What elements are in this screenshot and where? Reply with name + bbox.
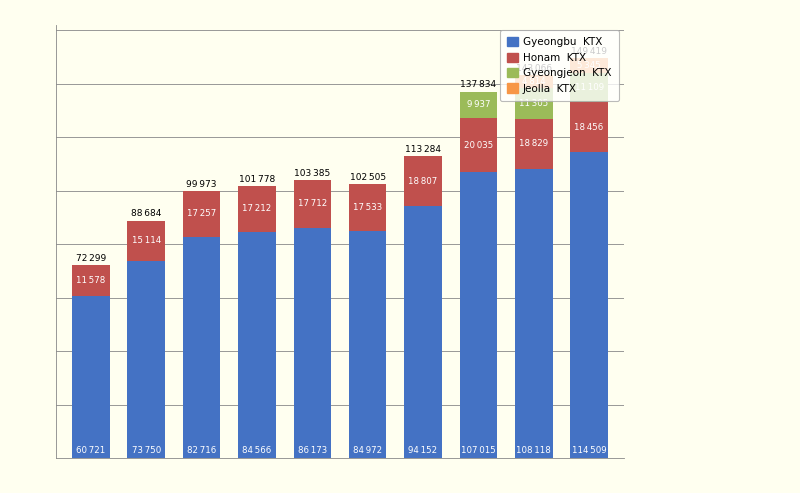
Bar (404, 207, 442, 458)
Bar (127, 220, 165, 261)
Text: 86 173: 86 173 (298, 446, 327, 455)
Text: 9 937: 9 937 (466, 101, 490, 109)
Text: 113 284: 113 284 (405, 145, 441, 154)
Text: 84 566: 84 566 (242, 446, 271, 455)
Bar (182, 237, 221, 458)
Bar (238, 186, 276, 232)
Text: 17 533: 17 533 (353, 203, 382, 212)
Text: 82 716: 82 716 (187, 446, 216, 455)
Text: 17 212: 17 212 (242, 205, 271, 213)
Text: 18 807: 18 807 (409, 176, 438, 186)
Text: 114 509: 114 509 (572, 446, 606, 455)
Text: 101 778: 101 778 (239, 175, 275, 184)
Text: 88 684: 88 684 (131, 210, 162, 218)
Bar (349, 184, 386, 231)
Text: 72 299: 72 299 (76, 254, 106, 263)
Text: 4 814: 4 814 (522, 77, 546, 86)
Text: 108 118: 108 118 (516, 446, 551, 455)
Text: 84 972: 84 972 (353, 446, 382, 455)
Bar (127, 261, 165, 458)
Bar (515, 169, 553, 458)
Bar (570, 152, 608, 458)
Text: 11 305: 11 305 (519, 99, 548, 108)
Text: 20 035: 20 035 (464, 141, 493, 149)
Legend: Gyeongbu  KTX, Honam  KTX, Gyeongjeon  KTX, Jeolla  KTX: Gyeongbu KTX, Honam KTX, Gyeongjeon KTX,… (500, 30, 618, 101)
Bar (570, 58, 608, 72)
Bar (459, 92, 498, 118)
Bar (72, 296, 110, 458)
Text: 103 385: 103 385 (294, 169, 330, 178)
Text: 11 578: 11 578 (76, 276, 106, 285)
Text: 73 750: 73 750 (132, 446, 161, 455)
Text: 17 257: 17 257 (187, 210, 216, 218)
Text: 18 456: 18 456 (574, 123, 604, 132)
Bar (515, 118, 553, 169)
Bar (515, 88, 553, 118)
Bar (570, 72, 608, 103)
Text: 60 721: 60 721 (76, 446, 106, 455)
Bar (515, 75, 553, 88)
Bar (349, 231, 386, 458)
Text: 11 109: 11 109 (574, 83, 604, 92)
Text: 5 345: 5 345 (578, 61, 601, 70)
Text: 102 505: 102 505 (350, 173, 386, 182)
Text: 149 419: 149 419 (571, 47, 607, 56)
Bar (238, 232, 276, 458)
Text: 17 712: 17 712 (298, 200, 327, 209)
Text: 99 973: 99 973 (186, 179, 217, 189)
Bar (72, 265, 110, 296)
Text: 94 152: 94 152 (409, 446, 438, 455)
Bar (459, 172, 498, 458)
Text: 137 834: 137 834 (460, 80, 497, 90)
Text: 143 066: 143 066 (516, 64, 552, 73)
Bar (404, 156, 442, 207)
Text: 18 829: 18 829 (519, 139, 548, 148)
Bar (459, 118, 498, 172)
Bar (294, 228, 331, 458)
Text: 107 015: 107 015 (461, 446, 496, 455)
Bar (570, 103, 608, 152)
Bar (182, 191, 221, 237)
Text: 15 114: 15 114 (132, 236, 161, 245)
Bar (294, 180, 331, 228)
